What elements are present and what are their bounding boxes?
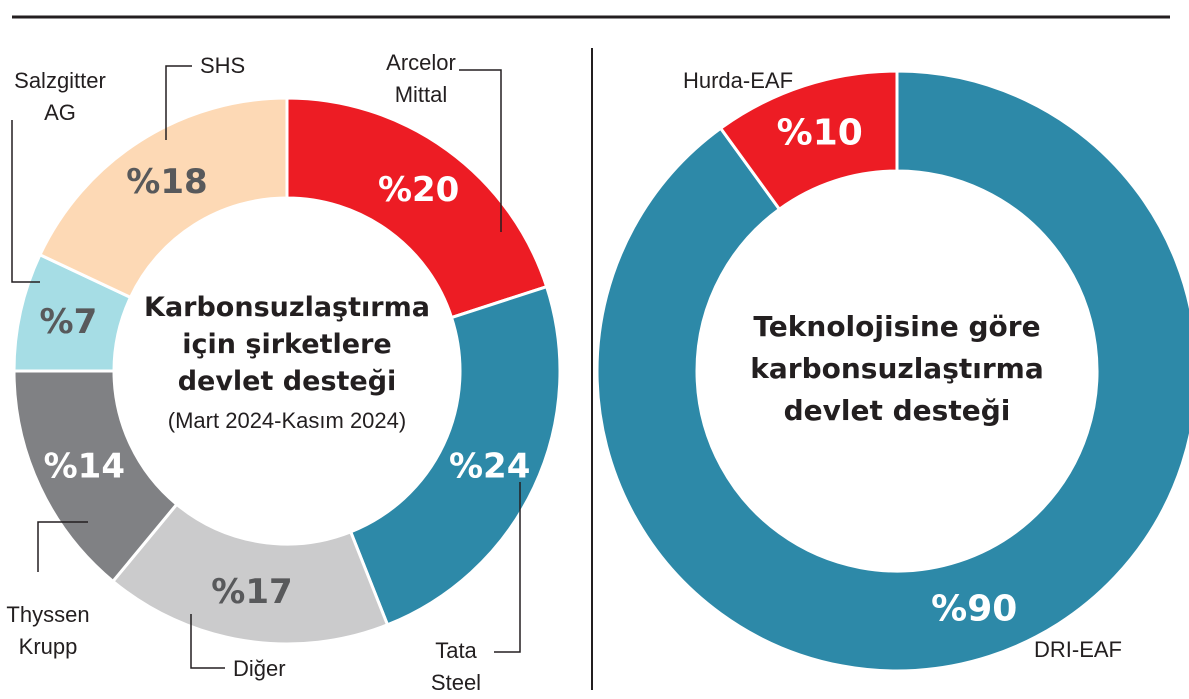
technology-percent-labels: %90 %10: [777, 113, 1018, 630]
technology-title-line-2: karbonsuzlaştırma: [750, 352, 1043, 385]
tata-steel-label-line-1: Tata: [435, 638, 477, 663]
shs-label: SHS: [200, 53, 245, 78]
company-title-line-3: devlet desteği: [178, 366, 397, 397]
shs-leader-line: [165, 65, 192, 140]
company-percent-labels: %20 %24 %17 %14 %7 %18: [40, 162, 531, 612]
company-percent-diger: %17: [211, 572, 292, 612]
technology-title-line-3: devlet desteği: [784, 394, 1011, 427]
tata-steel-label-line-2: Steel: [431, 670, 481, 695]
company-center-title: Karbonsuzlaştırma için şirketlere devlet…: [144, 292, 430, 433]
salzgitter-label-line-2: AG: [44, 100, 76, 125]
company-slice-shs: [38, 96, 289, 299]
company-slice-arcelor-mittal: [285, 96, 549, 320]
arcelor-mittal-leader-line: [459, 69, 502, 232]
company-title-line-2: için şirketlere: [182, 329, 391, 360]
company-slices: [12, 96, 562, 646]
company-percent-salzgitter-ag: %7: [40, 302, 98, 342]
company-slice-diger: [111, 502, 389, 646]
thyssen-krupp-label-line-2: Krupp: [19, 634, 78, 659]
company-percent-thyssen-krupp: %14: [44, 446, 125, 486]
technology-slices: [595, 69, 1189, 673]
technology-center-title: Teknolojisine göre karbonsuzlaştırma dev…: [750, 310, 1043, 427]
technology-slice-dri-eaf: [595, 69, 1189, 673]
company-slice-tata-steel: [349, 285, 562, 627]
technology-percent-dri-eaf: %90: [931, 588, 1017, 629]
technology-donut-chart: %90 %10 Teknolojisine göre karbonsuzlaştı…: [595, 68, 1189, 673]
arcelor-mittal-label-line-1: Arcelor: [386, 50, 456, 75]
technology-title-line-1: Teknolojisine göre: [753, 310, 1040, 343]
thyssen-krupp-leader-line: [37, 521, 88, 572]
company-donut-chart: %20 %24 %17 %14 %7 %18 Karbonsuzlaştırma için…: [6, 50, 562, 695]
technology-percent-hurda-eaf: %10: [777, 113, 863, 154]
tata-steel-leader-line: [494, 482, 521, 653]
company-percent-arcelor-mittal: %20: [378, 170, 459, 210]
diger-leader-line: [190, 614, 225, 669]
diger-label: Diğer: [233, 656, 286, 681]
salzgitter-leader-line: [11, 120, 40, 283]
company-percent-shs: %18: [126, 162, 207, 202]
hurda-eaf-label: Hurda-EAF: [683, 68, 793, 93]
salzgitter-label-line-1: Salzgitter: [14, 68, 106, 93]
company-title-line-1: Karbonsuzlaştırma: [144, 292, 430, 323]
company-subtitle: (Mart 2024-Kasım 2024): [168, 408, 406, 433]
arcelor-mittal-label-line-2: Mittal: [395, 82, 448, 107]
company-percent-tata-steel: %24: [449, 446, 530, 486]
technology-slice-hurda-eaf: [719, 69, 899, 211]
dri-eaf-label: DRI-EAF: [1034, 637, 1122, 662]
thyssen-krupp-label-line-1: Thyssen: [6, 602, 89, 627]
